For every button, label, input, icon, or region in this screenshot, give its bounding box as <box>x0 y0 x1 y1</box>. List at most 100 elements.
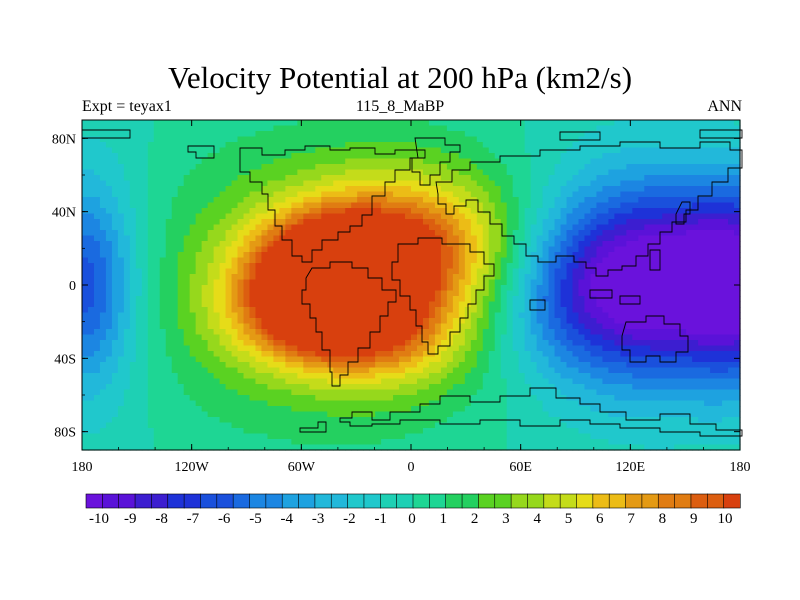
field-cell <box>716 158 723 165</box>
field-cell <box>650 142 657 149</box>
field-cell <box>351 340 358 347</box>
field-cell <box>285 285 292 292</box>
field-cell <box>135 202 143 209</box>
field-cell <box>722 120 729 127</box>
field-cell <box>602 263 609 270</box>
field-cell <box>662 285 669 292</box>
field-cell <box>309 351 316 358</box>
field-cell <box>494 263 502 270</box>
field-cell <box>411 290 418 297</box>
field-cell <box>632 197 639 204</box>
field-cell <box>416 252 424 259</box>
field-cell <box>614 263 621 270</box>
field-cell <box>530 164 538 171</box>
field-cell <box>129 136 137 143</box>
field-cell <box>686 356 693 363</box>
field-cell <box>668 290 675 297</box>
field-cell <box>387 334 394 341</box>
field-cell <box>375 345 382 352</box>
field-cell <box>303 224 310 231</box>
field-cell <box>506 285 514 292</box>
field-cell <box>357 279 364 286</box>
field-cell <box>291 252 298 259</box>
field-cell <box>327 125 334 132</box>
field-cell <box>500 356 508 363</box>
field-cell <box>195 285 203 292</box>
field-cell <box>728 301 735 308</box>
field-cell <box>482 252 490 259</box>
field-cell <box>249 213 257 220</box>
field-cell <box>291 142 298 149</box>
field-cell <box>506 131 514 138</box>
field-cell <box>273 175 280 182</box>
field-cell <box>518 191 526 198</box>
field-cell <box>399 246 406 253</box>
field-cell <box>213 274 221 281</box>
field-cell <box>303 158 310 165</box>
field-cell <box>614 246 621 253</box>
field-cell <box>674 246 681 253</box>
field-cell <box>656 142 663 149</box>
field-cell <box>482 285 490 292</box>
field-cell <box>434 208 442 215</box>
field-cell <box>470 290 478 297</box>
field-cell <box>734 285 741 292</box>
field-cell <box>608 296 615 303</box>
field-cell <box>87 235 95 242</box>
field-cell <box>261 362 269 369</box>
field-cell <box>554 241 562 248</box>
field-cell <box>381 340 388 347</box>
field-cell <box>692 334 699 341</box>
field-cell <box>698 362 705 369</box>
field-cell <box>494 241 502 248</box>
field-cell <box>111 224 119 231</box>
field-cell <box>387 213 394 220</box>
field-cell <box>135 125 143 132</box>
field-cell <box>129 334 137 341</box>
field-cell <box>249 340 257 347</box>
field-cell <box>716 307 723 314</box>
field-cell <box>285 257 292 264</box>
field-cell <box>303 268 310 275</box>
field-cell <box>165 246 173 253</box>
field-cell <box>315 263 322 270</box>
field-cell <box>554 268 562 275</box>
field-cell <box>578 318 586 325</box>
field-cell <box>249 323 257 330</box>
field-cell <box>243 274 251 281</box>
field-cell <box>351 202 358 209</box>
field-cell <box>524 290 532 297</box>
field-cell <box>512 279 520 286</box>
field-cell <box>405 197 412 204</box>
field-cell <box>291 164 298 171</box>
field-cell <box>614 169 621 176</box>
field-cell <box>686 186 693 193</box>
field-cell <box>692 224 699 231</box>
field-cell <box>321 351 328 358</box>
field-cell <box>704 362 711 369</box>
field-cell <box>620 351 627 358</box>
field-cell <box>464 224 472 231</box>
field-cell <box>650 257 657 264</box>
field-cell <box>506 202 514 209</box>
field-cell <box>452 235 460 242</box>
field-cell <box>716 279 723 286</box>
field-cell <box>422 290 430 297</box>
field-cell <box>369 219 376 226</box>
field-cell <box>267 307 275 314</box>
field-cell <box>255 180 263 187</box>
field-cell <box>602 345 609 352</box>
field-cell <box>626 285 633 292</box>
field-cell <box>237 301 245 308</box>
field-cell <box>494 142 502 149</box>
field-cell <box>141 230 149 237</box>
field-cell <box>518 296 526 303</box>
field-cell <box>494 334 502 341</box>
field-cell <box>734 120 741 127</box>
field-cell <box>488 224 496 231</box>
field-cell <box>704 219 711 226</box>
field-cell <box>728 241 735 248</box>
field-cell <box>351 147 358 154</box>
field-cell <box>387 164 394 171</box>
field-cell <box>381 120 388 127</box>
